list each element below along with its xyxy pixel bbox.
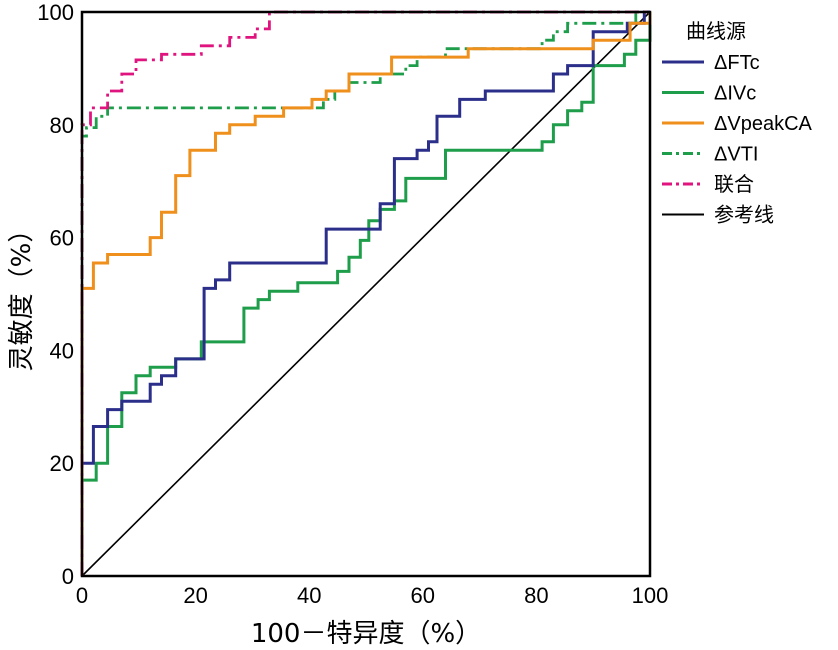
- x-tick-label: 100: [632, 583, 669, 608]
- y-tick-label: 60: [50, 226, 74, 251]
- y-tick-label: 80: [50, 113, 74, 138]
- legend-entry-label: 联合: [714, 173, 754, 196]
- y-tick-label: 20: [50, 451, 74, 476]
- y-axis-label: 灵敏度（%）: [7, 217, 37, 372]
- series-line-1: [80, 12, 652, 576]
- axis-ticks: 0 20 40 60 80 100 0 20 40 60 80 100: [37, 0, 668, 608]
- legend-entry-label: 参考线: [714, 204, 774, 227]
- x-tick-label: 40: [297, 583, 321, 608]
- curves-layer: [80, 10, 652, 577]
- legend-title: 曲线源: [686, 19, 746, 43]
- legend-entry-label: ΔFTc: [714, 52, 760, 74]
- legend-entry-label: ΔVpeakCA: [714, 113, 813, 135]
- x-tick-label: 80: [524, 583, 548, 608]
- series-line-0: [80, 10, 650, 576]
- y-tick-label: 0: [62, 564, 74, 589]
- x-tick-label: 60: [411, 583, 435, 608]
- series-line-2: [80, 12, 652, 576]
- legend-entry-label: ΔIVc: [714, 83, 756, 105]
- series-line-5: [81, 11, 651, 577]
- y-tick-label: 40: [50, 338, 74, 363]
- y-tick-label: 100: [37, 0, 74, 25]
- legend-entry-label: ΔVTI: [714, 144, 758, 166]
- plot-frame: [80, 10, 652, 578]
- x-axis-label: 100－特异度（%）: [251, 619, 481, 649]
- series-line-4: [80, 10, 650, 576]
- x-tick-label: 0: [76, 583, 88, 608]
- x-tick-label: 20: [183, 583, 207, 608]
